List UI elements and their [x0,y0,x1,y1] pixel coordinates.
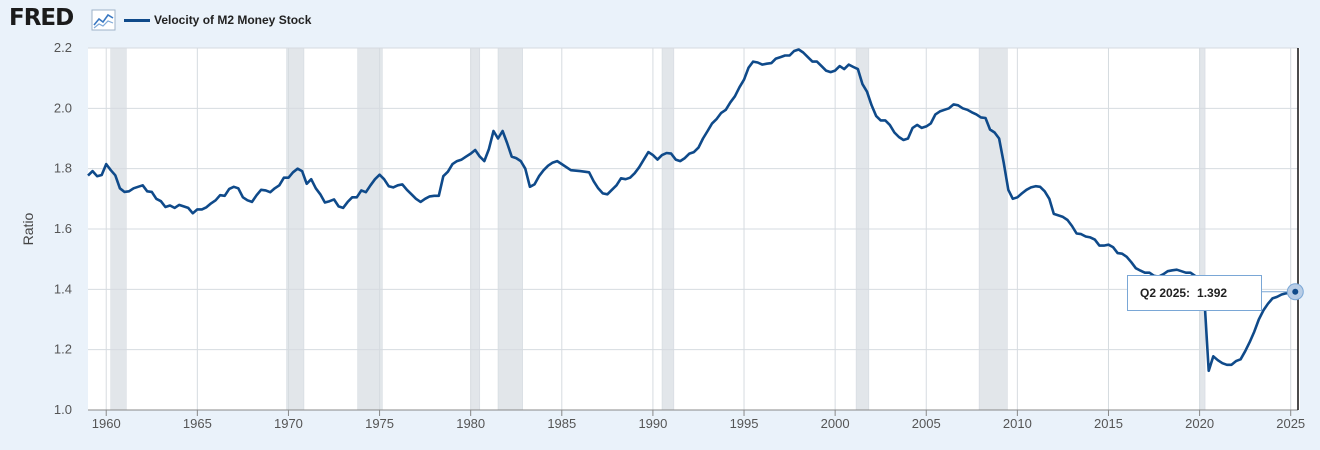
x-tick-label: 1965 [183,416,212,431]
series-line[interactable] [87,48,1296,373]
x-tick-label: 1975 [365,416,394,431]
y-tick-label: 2.0 [54,100,72,115]
y-axis-ticks: 1.0 1.2 1.4 1.6 1.8 2.0 2.2 [54,40,72,417]
legend-label: Velocity of M2 Money Stock [154,13,312,27]
y-tick-label: 1.8 [54,161,72,176]
x-tick-label: 2025 [1276,416,1305,431]
y-axis-label: Ratio [20,212,36,245]
hover-point[interactable] [1292,288,1299,295]
x-tick-label: 1985 [547,416,576,431]
y-tick-label: 1.0 [54,402,72,417]
x-tick-label: 2010 [1003,416,1032,431]
tooltip-label: Q2 2025: [1140,286,1191,300]
legend-swatch [124,18,150,22]
y-tick-label: 2.2 [54,40,72,55]
x-tick-label: 2020 [1185,416,1214,431]
tooltip-value: 1.392 [1197,286,1228,300]
data-tooltip: Q2 2025: 1.392 [1127,275,1262,311]
x-tick-label: 2005 [912,416,941,431]
x-tick-label: 1990 [638,416,667,431]
y-tick-label: 1.4 [54,281,72,296]
line-chart-icon [91,9,116,31]
chart-header: FRED Velocity of M2 Money Stock [0,0,1320,40]
x-tick-label: 1960 [92,416,121,431]
x-tick-label: 2015 [1094,416,1123,431]
fred-logo[interactable]: FRED [9,5,74,31]
x-tick-label: 1970 [274,416,303,431]
y-tick-label: 1.6 [54,221,72,236]
x-tick-label: 2000 [821,416,850,431]
y-tick-label: 1.2 [54,342,72,357]
x-axis-ticks: 1960 1965 1970 1975 1980 1985 1990 1995 2000 2005… [88,409,1305,431]
x-tick-label: 1995 [730,416,759,431]
legend: Velocity of M2 Money Stock [124,10,311,30]
x-tick-label: 1980 [456,416,485,431]
